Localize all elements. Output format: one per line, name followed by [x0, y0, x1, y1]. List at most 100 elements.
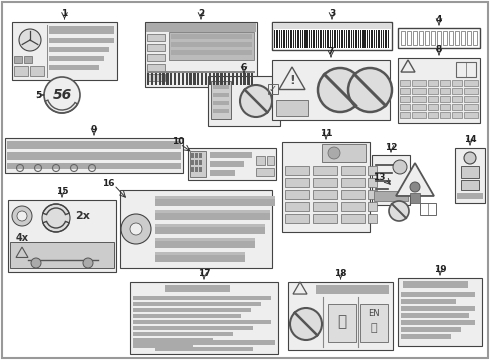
Bar [279, 30, 280, 48]
Bar [171, 50, 252, 55]
Bar [211, 81, 231, 119]
Bar [213, 93, 229, 97]
Bar [268, 84, 278, 94]
Text: 13: 13 [373, 172, 385, 181]
Bar [147, 64, 165, 71]
Bar [286, 30, 287, 48]
Text: !: ! [289, 73, 295, 86]
Bar [304, 30, 306, 48]
Bar [456, 62, 476, 77]
Text: 12: 12 [385, 143, 397, 152]
Bar [49, 26, 114, 34]
Bar [376, 30, 377, 48]
Bar [146, 23, 256, 32]
Bar [147, 73, 149, 85]
Bar [276, 30, 278, 48]
Bar [452, 88, 462, 94]
Bar [314, 30, 315, 48]
Bar [401, 313, 469, 318]
Bar [452, 80, 462, 86]
Bar [368, 178, 377, 187]
Circle shape [318, 68, 362, 112]
Bar [166, 73, 169, 85]
Bar [171, 34, 252, 39]
Text: 🖐: 🖐 [371, 323, 377, 333]
Bar [400, 88, 410, 94]
Bar [473, 31, 477, 45]
Bar [30, 66, 44, 76]
Bar [155, 347, 253, 351]
Bar [285, 202, 309, 211]
Bar [133, 296, 271, 300]
Bar [346, 30, 347, 48]
Bar [155, 238, 255, 241]
Bar [371, 30, 373, 48]
Bar [299, 30, 301, 48]
Bar [49, 47, 109, 52]
Bar [412, 88, 426, 94]
Bar [147, 54, 165, 61]
Bar [288, 282, 393, 350]
Bar [155, 210, 270, 213]
Bar [464, 104, 478, 110]
Bar [440, 88, 450, 94]
Bar [455, 148, 485, 203]
Text: 16: 16 [102, 179, 114, 188]
Text: ✓: ✓ [269, 84, 277, 94]
Bar [155, 224, 265, 234]
Bar [147, 71, 255, 73]
Bar [190, 151, 206, 177]
Bar [145, 22, 257, 87]
Text: 2x: 2x [75, 211, 91, 221]
Bar [217, 73, 219, 85]
Bar [428, 80, 438, 86]
Bar [247, 73, 249, 85]
Bar [464, 96, 478, 102]
Text: 17: 17 [197, 270, 210, 279]
Bar [224, 73, 226, 85]
Bar [251, 73, 253, 85]
Polygon shape [401, 60, 415, 72]
Bar [452, 96, 462, 102]
Circle shape [290, 308, 322, 340]
Bar [170, 73, 172, 85]
Bar [401, 327, 461, 332]
Bar [285, 166, 309, 175]
Bar [240, 73, 242, 85]
Circle shape [12, 206, 32, 226]
Circle shape [44, 77, 80, 113]
Bar [398, 28, 480, 48]
Bar [412, 96, 426, 102]
Bar [274, 30, 275, 48]
Bar [155, 252, 245, 255]
Polygon shape [396, 163, 434, 196]
Bar [311, 30, 313, 48]
Bar [191, 153, 194, 158]
Bar [410, 193, 420, 203]
Bar [174, 73, 176, 85]
Bar [209, 73, 211, 85]
Bar [10, 242, 114, 268]
Bar [8, 200, 116, 272]
Bar [313, 202, 337, 211]
Bar [276, 100, 308, 116]
Bar [452, 104, 462, 110]
Bar [341, 202, 365, 211]
Bar [155, 224, 265, 227]
Bar [341, 30, 343, 48]
Text: 18: 18 [334, 270, 347, 279]
Bar [288, 30, 289, 48]
Bar [283, 30, 285, 48]
Bar [461, 180, 479, 190]
Bar [133, 314, 241, 318]
Bar [195, 167, 198, 172]
Bar [169, 32, 254, 60]
Bar [398, 58, 480, 123]
Circle shape [17, 211, 27, 221]
Bar [360, 30, 361, 48]
Bar [297, 30, 298, 48]
Text: 14: 14 [464, 135, 476, 144]
Bar [383, 30, 384, 48]
Bar [467, 31, 471, 45]
Bar [368, 214, 377, 223]
